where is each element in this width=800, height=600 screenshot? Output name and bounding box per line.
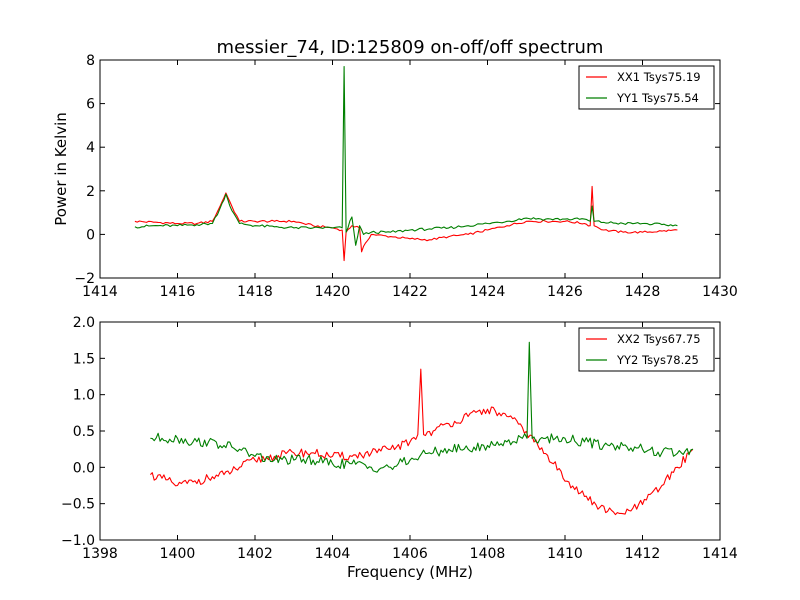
x-tick-label: 1412 (625, 546, 661, 562)
legend: XX2 Tsys67.75 YY2 Tsys78.25 (578, 327, 715, 372)
series-line-yy1 (134, 65, 678, 246)
x-tick-label: 1430 (702, 284, 738, 300)
x-tick-label: 1414 (82, 284, 118, 300)
x-tick-label: 1408 (470, 546, 506, 562)
x-tick-label: 1428 (625, 284, 661, 300)
x-tick-label: 1416 (160, 284, 196, 300)
x-tick-label: 1424 (470, 284, 506, 300)
x-tick-label: 1402 (237, 546, 273, 562)
y-tick-label: 2 (86, 184, 95, 200)
series-line-xx2 (150, 368, 694, 516)
legend-entry: YY2 Tsys78.25 (616, 353, 699, 367)
y-tick-label: 8 (86, 53, 95, 69)
top-spectrum-panel: 1414 1416 1418 1420 1422 1424 1426 1428 1430 −2 0 2… (74, 53, 737, 300)
y-tick-label: 2.0 (73, 315, 95, 331)
bottom-spectrum-panel: 1398 1400 1402 1404 1406 1408 1410 1412 1414 −1.0… (61, 315, 738, 562)
legend: XX1 Tsys75.19 YY1 Tsys75.54 (578, 65, 715, 110)
y-tick-label: 0 (86, 227, 95, 243)
y-tick-label: −0.5 (61, 497, 95, 513)
y-tick-label: 0.0 (73, 460, 95, 476)
y-tick-label: 1.0 (73, 388, 95, 404)
y-tick-label: 1.5 (73, 351, 95, 367)
legend-entry: XX2 Tsys67.75 (617, 332, 701, 346)
series-line-yy2 (150, 341, 694, 473)
x-tick-label: 1426 (547, 284, 583, 300)
y-tick-label: −1.0 (61, 533, 95, 549)
chart-title: messier_74, ID:125809 on-off/off spectru… (217, 37, 604, 58)
y-tick-label: 0.5 (73, 424, 95, 440)
x-tick-label: 1406 (392, 546, 428, 562)
x-tick-label: 1420 (315, 284, 351, 300)
y-tick-label: 6 (86, 97, 95, 113)
y-tick-label: 4 (86, 140, 95, 156)
x-axis-label: Frequency (MHz) (347, 563, 473, 581)
legend-entry: XX1 Tsys75.19 (617, 70, 701, 84)
x-tick-label: 1400 (160, 546, 196, 562)
legend-entry: YY1 Tsys75.54 (616, 91, 699, 105)
x-tick-label: 1404 (315, 546, 351, 562)
y-tick-label: −2 (74, 271, 95, 287)
series-line-xx1 (134, 185, 678, 262)
x-tick-label: 1418 (237, 284, 273, 300)
x-tick-label: 1414 (702, 546, 738, 562)
x-tick-label: 1398 (82, 546, 118, 562)
x-tick-label: 1410 (547, 546, 583, 562)
x-tick-label: 1422 (392, 284, 428, 300)
y-axis-label: Power in Kelvin (52, 112, 70, 226)
